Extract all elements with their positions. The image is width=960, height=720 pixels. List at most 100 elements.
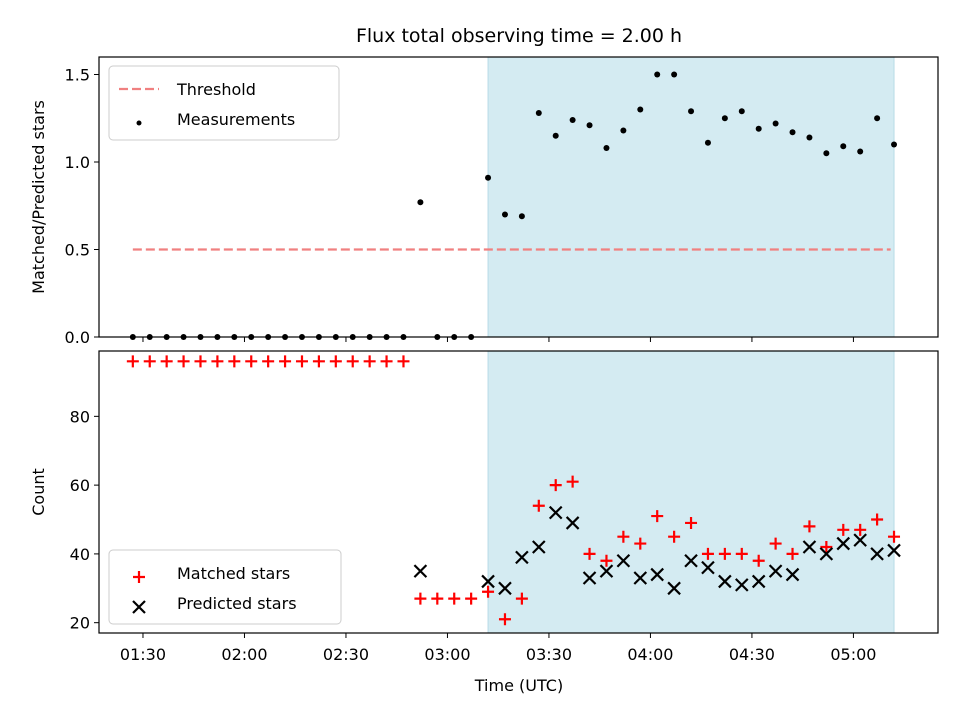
x-tick-label: 04:00 — [627, 645, 673, 664]
matched-stars-point — [583, 547, 596, 560]
matched-stars-point — [177, 355, 190, 368]
measurements-point — [738, 108, 745, 115]
measurements-point — [857, 148, 864, 155]
predicted-stars-point — [667, 581, 681, 596]
y-tick-label: 40 — [70, 545, 90, 564]
panels-group: 0.0 0.5 1.0 1.5 Matched/Predicted stars Thres… — [29, 56, 939, 664]
measurements-point — [891, 141, 898, 148]
predicted-stars-point — [751, 574, 766, 589]
matched-stars-point — [295, 355, 308, 368]
legend-swatch-predicted-stars — [132, 600, 146, 614]
matched-stars-point — [668, 530, 681, 543]
matched-stars-point — [160, 355, 173, 368]
legend-swatch-measurements — [136, 120, 142, 126]
matched-stars-point — [837, 523, 850, 536]
matched-stars-point — [769, 537, 782, 550]
legend-label-matched-stars: Matched stars — [177, 564, 290, 583]
matched-stars-point — [465, 592, 478, 605]
y-tick-label: 20 — [70, 614, 90, 633]
matched-stars-point — [532, 499, 545, 512]
axes-frame — [98, 56, 939, 338]
predicted-stars-point — [532, 540, 546, 554]
predicted-stars-point — [887, 543, 901, 558]
matched-stars-point — [515, 592, 528, 605]
x-tick-label: 04:30 — [729, 645, 775, 664]
matched-stars-point — [329, 355, 342, 368]
matched-stars-point — [600, 554, 613, 567]
predicted-stars-point — [819, 547, 834, 561]
matched-stars-point — [549, 479, 562, 492]
y-axis-label: Count — [29, 468, 48, 516]
observing-window-span — [487, 56, 895, 338]
matched-stars-point — [701, 547, 714, 560]
predicted-stars-point — [701, 560, 715, 575]
predicted-stars-point — [650, 567, 664, 582]
measurements-point — [552, 132, 559, 139]
matched-stars-point — [194, 355, 207, 368]
matched-stars-point — [718, 547, 731, 560]
matched-stars-point — [888, 530, 901, 543]
predicted-stars-point — [684, 554, 698, 568]
x-tick-label: 03:00 — [424, 645, 470, 664]
measurements-point — [823, 150, 830, 157]
matched-stars-point — [803, 520, 816, 533]
measurements-point — [654, 71, 661, 78]
matched-stars-point — [871, 513, 884, 526]
predicted-stars-point — [735, 578, 749, 592]
predicted-stars-point — [413, 564, 428, 578]
y-tick-label: 60 — [70, 476, 90, 495]
predicted-stars-point — [582, 571, 597, 585]
predicted-stars-point — [498, 581, 512, 596]
matched-stars-point — [854, 523, 867, 536]
measurements-point — [772, 120, 779, 127]
legend-label-predicted-stars: Predicted stars — [177, 594, 297, 613]
matched-stars-point — [752, 554, 765, 567]
matched-stars-point — [786, 547, 799, 560]
matched-stars-point — [143, 355, 156, 368]
matched-stars-point — [735, 547, 748, 560]
matched-stars-point — [431, 592, 444, 605]
matched-stars-point — [380, 355, 393, 368]
panel-1: 0.0 0.5 1.0 1.5 Matched/Predicted stars Thres… — [29, 56, 939, 347]
chart-title: Flux total observing time = 2.00 h — [356, 25, 682, 47]
predicted-stars-point — [718, 574, 732, 589]
measurements-point — [671, 71, 678, 78]
predicted-stars-point — [548, 505, 563, 520]
measurements-point — [755, 125, 762, 132]
predicted-stars-point — [853, 533, 867, 547]
measurements-point — [789, 129, 796, 136]
x-tick-label: 05:00 — [830, 645, 876, 664]
matched-stars-point — [126, 355, 139, 368]
matched-stars-point — [245, 355, 258, 368]
measurements-point — [417, 199, 424, 206]
measurements-point — [518, 213, 525, 220]
predicted-stars-point — [633, 571, 648, 585]
y-tick-label: 1.5 — [65, 66, 90, 85]
matched-stars-point — [820, 541, 833, 554]
measurements-point — [485, 174, 492, 181]
measurements-point — [535, 110, 542, 116]
measurements-point — [637, 106, 644, 113]
measurements-point — [721, 115, 728, 122]
measurements-point — [620, 127, 627, 134]
y-axis-label: Matched/Predicted stars — [29, 100, 48, 294]
predicted-stars-point — [515, 550, 529, 565]
matched-stars-point — [498, 613, 511, 626]
legend-box — [108, 65, 340, 141]
measurements-point — [874, 115, 881, 122]
legend-swatch-matched-stars — [133, 571, 145, 583]
x-tick-label: 02:30 — [323, 645, 369, 664]
matched-stars-point — [228, 355, 241, 368]
axes-frame — [98, 350, 939, 634]
matched-stars-point — [312, 355, 325, 368]
legend-box — [108, 549, 342, 625]
y-tick-label: 0.0 — [65, 328, 90, 347]
matched-stars-point — [482, 585, 495, 598]
predicted-stars-point — [768, 564, 783, 578]
predicted-stars-point — [481, 574, 495, 589]
x-tick-label: 02:00 — [221, 645, 267, 664]
predicted-stars-point — [599, 564, 614, 578]
y-tick-label: 80 — [70, 407, 90, 426]
legend-label-threshold: Threshold — [176, 80, 256, 99]
matched-stars-point — [617, 530, 630, 543]
